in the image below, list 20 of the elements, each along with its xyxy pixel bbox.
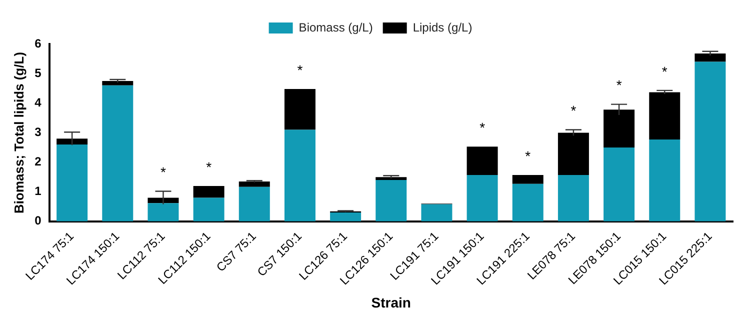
y-axis-title: Biomass; Total lipids (g/L): [11, 52, 26, 214]
annotation: *: [525, 148, 532, 164]
legend-label: Lipids (g/L): [412, 20, 472, 34]
y-tick-label: 5: [34, 66, 42, 80]
y-tick-label: 0: [34, 214, 42, 228]
y-tick-label: 4: [34, 95, 42, 110]
annotation: *: [480, 119, 486, 136]
annotation: *: [206, 158, 212, 175]
y-tick-label: 1: [34, 184, 42, 198]
annotation: *: [160, 164, 166, 180]
annotation: *: [570, 102, 577, 119]
x-axis-title: Strain: [371, 294, 411, 310]
y-tick-label: 3: [34, 125, 42, 140]
legend-label: Biomass (g/L): [298, 20, 373, 34]
x-tick-label: CS7 75:1: [214, 228, 260, 274]
y-tick-label: 2: [34, 154, 42, 169]
y-tick-label: 6: [34, 36, 42, 50]
annotation: *: [662, 63, 668, 80]
annotation: *: [297, 62, 304, 78]
annotation: *: [616, 77, 622, 94]
